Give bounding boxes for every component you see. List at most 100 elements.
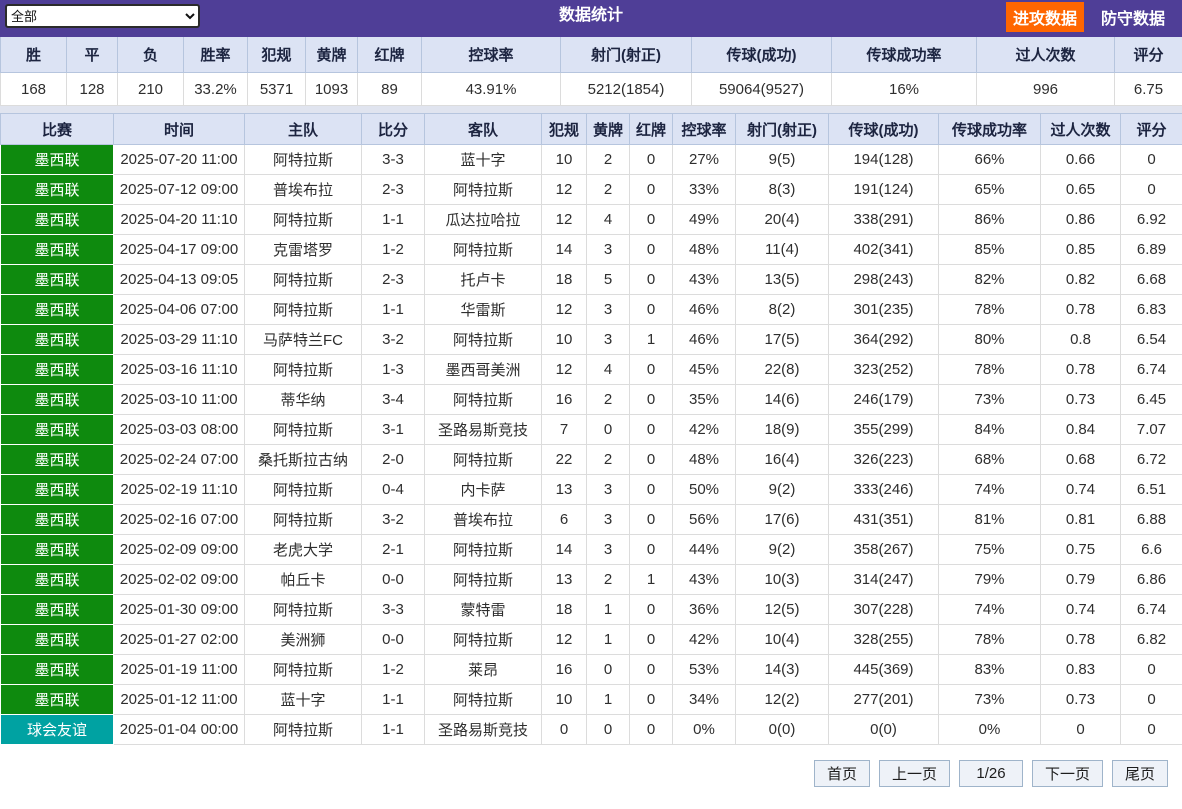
match-cell: 0 bbox=[629, 234, 673, 265]
match-cell: 0 bbox=[629, 594, 673, 625]
league-badge[interactable]: 墨西联 bbox=[0, 234, 114, 265]
match-cell: 80% bbox=[938, 324, 1041, 355]
match-cell: 333(246) bbox=[828, 474, 939, 505]
match-cell: 0.73 bbox=[1040, 384, 1121, 415]
league-badge[interactable]: 墨西联 bbox=[0, 654, 114, 685]
table-row: 墨西联 2025-01-30 09:00 阿特拉斯 3-3 蒙特雷 18 1 0 36% 12(5… bbox=[0, 594, 1182, 625]
match-cell: 圣路易斯竞技 bbox=[424, 414, 542, 445]
match-cell: 1 bbox=[629, 564, 673, 595]
summary-value-row: 168 128 210 33.2% 5371 1093 89 43.91% 5212(1854)… bbox=[0, 72, 1182, 106]
match-cell: 0 bbox=[629, 174, 673, 205]
league-badge[interactable]: 墨西联 bbox=[0, 264, 114, 295]
match-cell: 阿特拉斯 bbox=[244, 414, 362, 445]
match-cell: 7.07 bbox=[1120, 414, 1182, 445]
match-cell: 46% bbox=[672, 324, 736, 355]
summary-value: 5212(1854) bbox=[560, 72, 692, 106]
match-cell: 16 bbox=[541, 384, 587, 415]
first-page-button[interactable]: 首页 bbox=[813, 760, 870, 787]
pagination: 首页 上一页 1/26 下一页 尾页 bbox=[0, 760, 1168, 787]
match-cell: 10 bbox=[541, 144, 587, 175]
league-badge[interactable]: 墨西联 bbox=[0, 564, 114, 595]
league-badge[interactable]: 墨西联 bbox=[0, 444, 114, 475]
league-badge[interactable]: 墨西联 bbox=[0, 144, 114, 175]
league-badge[interactable]: 墨西联 bbox=[0, 534, 114, 565]
league-badge[interactable]: 墨西联 bbox=[0, 414, 114, 445]
match-cell: 10(3) bbox=[735, 564, 829, 595]
match-cell: 2025-04-20 11:10 bbox=[113, 204, 245, 235]
top-bar: 全部 数据统计 进攻数据 防守数据 bbox=[0, 0, 1182, 34]
match-cell: 0.84 bbox=[1040, 414, 1121, 445]
league-badge[interactable]: 墨西联 bbox=[0, 294, 114, 325]
match-cell: 华雷斯 bbox=[424, 294, 542, 325]
summary-col-header: 传球(成功) bbox=[691, 35, 832, 73]
match-cell: 18 bbox=[541, 594, 587, 625]
match-cell: 1 bbox=[629, 324, 673, 355]
match-cell: 1-2 bbox=[361, 654, 425, 685]
league-badge[interactable]: 墨西联 bbox=[0, 354, 114, 385]
match-cell: 瓜达拉哈拉 bbox=[424, 204, 542, 235]
match-cell: 9(2) bbox=[735, 534, 829, 565]
match-cell: 12(5) bbox=[735, 594, 829, 625]
league-badge[interactable]: 墨西联 bbox=[0, 384, 114, 415]
match-header-row: 比赛 时间 主队 比分 客队 犯规 黄牌 红牌 控球率 射门(射正) 传球(成功) 传球成功率 过人次数… bbox=[0, 113, 1182, 145]
next-page-button[interactable]: 下一页 bbox=[1031, 760, 1103, 787]
match-cell: 298(243) bbox=[828, 264, 939, 295]
match-cell: 2025-01-30 09:00 bbox=[113, 594, 245, 625]
table-row: 墨西联 2025-01-19 11:00 阿特拉斯 1-2 莱昂 16 0 0 53% 14(3)… bbox=[0, 654, 1182, 685]
match-cell: 3-1 bbox=[361, 414, 425, 445]
match-cell: 33% bbox=[672, 174, 736, 205]
league-filter-select[interactable]: 全部 bbox=[5, 4, 200, 28]
league-badge[interactable]: 墨西联 bbox=[0, 594, 114, 625]
match-cell: 14(3) bbox=[735, 654, 829, 685]
match-cell: 蒂华纳 bbox=[244, 384, 362, 415]
match-cell: 阿特拉斯 bbox=[424, 444, 542, 475]
league-badge[interactable]: 墨西联 bbox=[0, 684, 114, 715]
match-cell: 6 bbox=[541, 504, 587, 535]
league-badge[interactable]: 球会友谊 bbox=[0, 714, 114, 745]
tab-defense-data[interactable]: 防守数据 bbox=[1094, 2, 1172, 32]
table-row: 墨西联 2025-03-16 11:10 阿特拉斯 1-3 墨西哥美洲 12 4 0 45% 22… bbox=[0, 354, 1182, 385]
match-cell: 3 bbox=[586, 474, 630, 505]
match-cell: 2 bbox=[586, 384, 630, 415]
match-cell: 355(299) bbox=[828, 414, 939, 445]
last-page-button[interactable]: 尾页 bbox=[1111, 760, 1168, 787]
match-cell: 0 bbox=[629, 504, 673, 535]
prev-page-button[interactable]: 上一页 bbox=[878, 760, 950, 787]
match-cell: 79% bbox=[938, 564, 1041, 595]
league-badge[interactable]: 墨西联 bbox=[0, 624, 114, 655]
match-col-header: 红牌 bbox=[629, 113, 673, 145]
summary-header-row: 胜平负胜率 犯规 黄牌 红牌 控球率 射门(射正) 传球(成功) 传球成功率 过人次数 评分 bbox=[0, 35, 1182, 73]
match-cell: 277(201) bbox=[828, 684, 939, 715]
match-cell: 阿特拉斯 bbox=[244, 594, 362, 625]
match-cell: 48% bbox=[672, 234, 736, 265]
match-cell: 1 bbox=[586, 684, 630, 715]
summary-value: 16% bbox=[831, 72, 977, 106]
match-cell: 4 bbox=[586, 354, 630, 385]
league-badge[interactable]: 墨西联 bbox=[0, 204, 114, 235]
match-cell: 0.86 bbox=[1040, 204, 1121, 235]
summary-value: 210 bbox=[117, 72, 184, 106]
league-badge[interactable]: 墨西联 bbox=[0, 504, 114, 535]
match-cell: 2025-03-10 11:00 bbox=[113, 384, 245, 415]
league-badge[interactable]: 墨西联 bbox=[0, 324, 114, 355]
match-cell: 43% bbox=[672, 564, 736, 595]
table-divider bbox=[0, 106, 1182, 113]
match-cell: 托卢卡 bbox=[424, 264, 542, 295]
match-cell: 11(4) bbox=[735, 234, 829, 265]
league-badge[interactable]: 墨西联 bbox=[0, 174, 114, 205]
match-cell: 14 bbox=[541, 234, 587, 265]
match-cell: 老虎大学 bbox=[244, 534, 362, 565]
match-cell: 10(4) bbox=[735, 624, 829, 655]
match-cell: 13(5) bbox=[735, 264, 829, 295]
match-cell: 0 bbox=[629, 474, 673, 505]
league-badge[interactable]: 墨西联 bbox=[0, 474, 114, 505]
match-cell: 1 bbox=[586, 624, 630, 655]
summary-value: 89 bbox=[357, 72, 422, 106]
tab-attack-data[interactable]: 进攻数据 bbox=[1005, 2, 1084, 32]
match-cell: 阿特拉斯 bbox=[424, 564, 542, 595]
match-cell: 2025-01-04 00:00 bbox=[113, 714, 245, 745]
match-col-header: 控球率 bbox=[672, 113, 736, 145]
match-cell: 74% bbox=[938, 474, 1041, 505]
match-cell: 蒙特雷 bbox=[424, 594, 542, 625]
match-cell: 27% bbox=[672, 144, 736, 175]
